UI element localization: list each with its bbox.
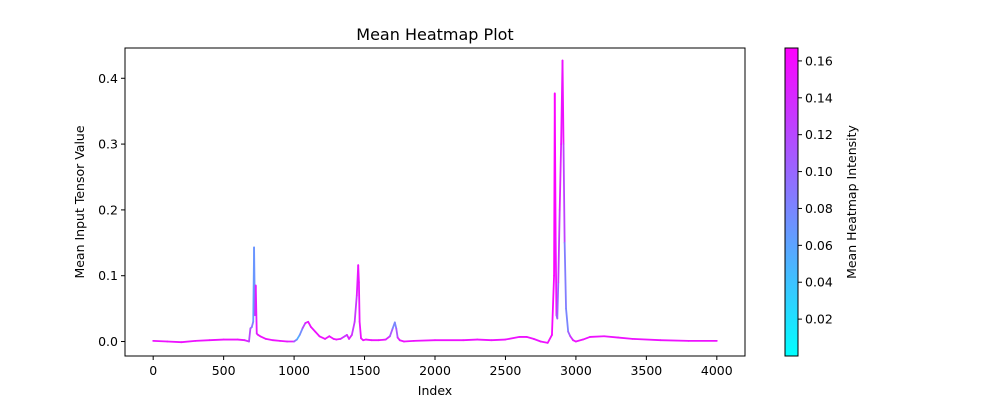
series-segment	[377, 338, 387, 342]
x-tick-label: 2500	[490, 363, 522, 378]
y-tick-label: 0.2	[98, 202, 118, 217]
colorbar-frame	[784, 47, 799, 357]
series-segment	[395, 327, 399, 339]
y-tick-label: 0.1	[98, 268, 118, 283]
colorbar-tick-label: 0.04	[805, 275, 833, 290]
colorbar-tick-label: 0.12	[805, 127, 833, 142]
series-segment	[208, 338, 225, 342]
colorbar-ticks: 0.02 0.04 0.06 0.08 0.10 0.12 0.14 0.16	[798, 53, 833, 327]
x-tick-label: 4000	[701, 363, 733, 378]
series-segment	[365, 338, 373, 342]
chart-title: Mean Heatmap Plot	[356, 25, 513, 44]
series-segment	[539, 340, 549, 344]
series-segment	[301, 322, 307, 330]
series-segment	[310, 326, 317, 333]
series-segment	[603, 335, 620, 339]
series-segment	[565, 307, 570, 333]
colorbar-tick-label: 0.08	[805, 201, 833, 216]
plot-frame	[124, 47, 746, 357]
colorbar-label: Mean Heatmap Intensity	[844, 124, 859, 278]
x-tick-label: 3000	[560, 363, 592, 378]
series-segment	[357, 264, 360, 284]
series-segment	[353, 294, 358, 323]
series-segment	[358, 320, 362, 340]
plot-area	[124, 47, 746, 357]
series-segment	[318, 335, 326, 340]
series-segment	[236, 338, 246, 342]
series-segment	[561, 59, 565, 145]
series-segment	[259, 335, 267, 340]
colorbar: 0.02 0.04 0.06 0.08 0.10 0.12 0.14 0.16 Mean He…	[784, 47, 859, 357]
series-segment	[272, 339, 281, 342]
x-tick-label: 1000	[278, 363, 310, 378]
y-tick-label: 0.4	[98, 71, 118, 86]
x-tick-label: 3500	[630, 363, 662, 378]
colorbar-tick-label: 0.02	[805, 312, 833, 327]
x-tick-label: 0	[149, 363, 157, 378]
series-segment	[358, 281, 361, 323]
series-segment	[389, 327, 394, 338]
colorbar-gradient	[785, 48, 798, 356]
series-segment	[659, 339, 690, 342]
series-segment	[525, 336, 535, 340]
series-segment	[546, 334, 553, 344]
series-segment	[265, 337, 274, 342]
series-segment	[194, 339, 211, 342]
series-segment	[490, 338, 507, 342]
series-segment	[554, 235, 558, 317]
y-tick-label: 0.0	[98, 334, 118, 349]
x-tick-label: 2000	[419, 363, 451, 378]
x-axis: 0 500 1000 1500 2000 2500 3000 3500 4000	[149, 356, 733, 378]
colorbar-tick-label: 0.10	[805, 164, 833, 179]
series-segment	[582, 336, 591, 341]
y-axis: 0.0 0.1 0.2 0.3 0.4	[98, 71, 125, 349]
series-line	[152, 59, 718, 344]
series-segment	[314, 330, 321, 338]
series-segment	[248, 327, 252, 343]
series-segment	[617, 336, 634, 340]
series-segment	[279, 339, 288, 343]
series-segment	[412, 339, 436, 342]
series-segment	[562, 143, 566, 244]
series-segment	[556, 281, 560, 320]
x-axis-label: Index	[418, 383, 452, 398]
series-segment	[532, 337, 542, 343]
colorbar-tick-label: 0.14	[805, 90, 833, 105]
x-tick-label: 1500	[349, 363, 381, 378]
series-segment	[254, 284, 258, 335]
series-segment	[403, 339, 415, 343]
series-segment	[393, 321, 398, 330]
series-segment	[558, 143, 563, 211]
x-tick-label: 500	[212, 363, 236, 378]
series-segment	[307, 320, 312, 328]
series-segment	[152, 339, 169, 343]
series-segment	[462, 338, 479, 342]
series-segment	[551, 274, 555, 336]
series-segment	[504, 336, 521, 341]
series-segment	[553, 92, 557, 238]
series-segment	[298, 327, 304, 336]
colorbar-tick-label: 0.06	[805, 238, 833, 253]
colorbar-tick-label: 0.16	[805, 53, 833, 68]
y-tick-label: 0.3	[98, 137, 118, 152]
series-segment	[476, 338, 493, 342]
series-segment	[631, 337, 662, 342]
series-segment	[350, 320, 356, 336]
series-segment	[180, 339, 197, 344]
series-segment	[166, 340, 183, 344]
y-axis-label: Mean Input Tensor Value	[72, 125, 87, 278]
series-segment	[563, 241, 567, 310]
series-segment	[557, 208, 561, 284]
series-segment	[250, 320, 255, 328]
series-segment	[589, 335, 605, 338]
series-segment	[575, 338, 584, 343]
